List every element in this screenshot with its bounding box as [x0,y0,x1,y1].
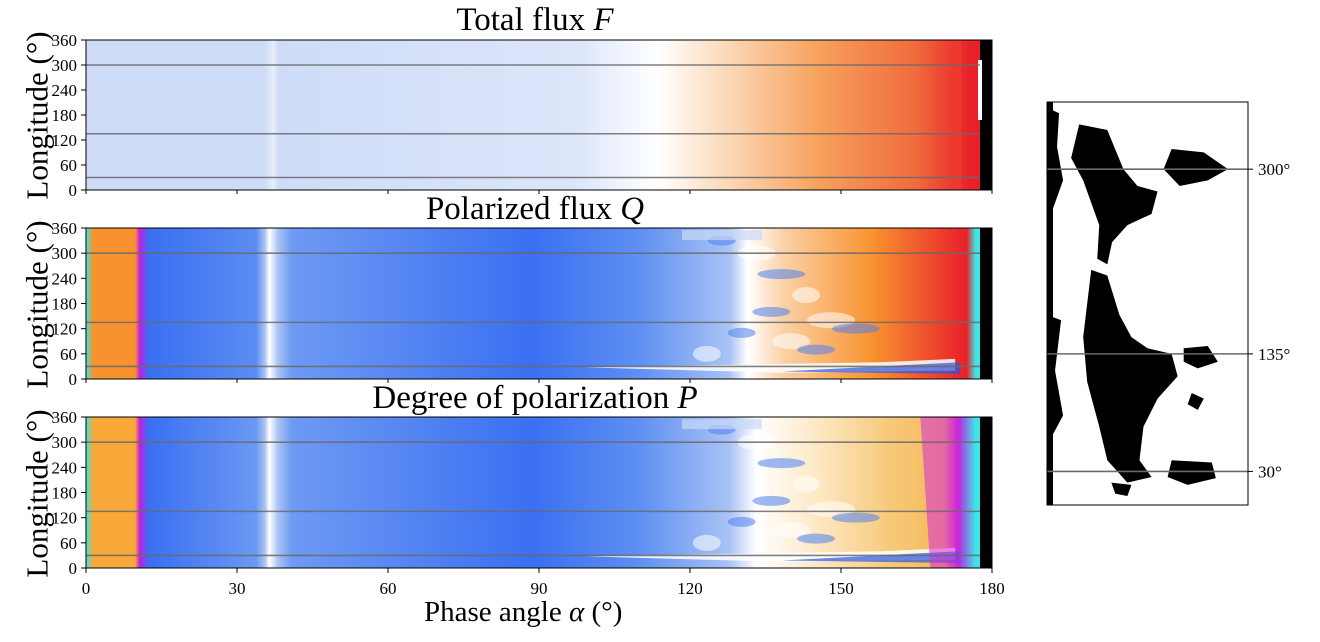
ytick-label-180: 180 [52,106,78,125]
red-edge [955,40,962,190]
ylabel-flux: Longitude (°) [19,31,55,200]
map-frame [1046,101,1249,506]
ytick-label-360: 360 [52,31,78,50]
landmass [1071,124,1158,248]
black-strip [980,228,992,379]
map-panel: 300° 135° 30° [1046,101,1290,506]
xtick-label-180: 180 [979,579,1005,598]
panel-flux: 0 60 120 180 240 300 360 [52,31,993,200]
ytick-label-120: 120 [52,131,78,150]
landmass [1167,460,1216,485]
mottle [727,516,756,527]
mottle [727,327,756,338]
ytick-label-120: 120 [52,509,78,528]
fleck [682,419,762,430]
panel-degree: 0 60 120 180 240 300 360 [52,408,993,578]
ytick-label-0: 0 [69,181,78,200]
title-polarized-text: Polarized flux [425,191,621,227]
panel-polarized: 0 60 120 180 240 300 360 [52,219,993,389]
mottle [831,512,880,523]
mottle [692,345,721,362]
heatmap-degree [86,417,980,568]
mottle [807,501,855,518]
ytick-label-180: 180 [52,484,78,503]
panel-title-flux: Total flux F [300,4,770,37]
title-degree-symbol: P [677,380,698,416]
mottle [757,458,806,469]
landmass [1111,482,1132,497]
landmass [1187,393,1204,410]
heatmap-flux [86,40,980,190]
map-left-stripe [1047,102,1053,505]
mottle [757,269,806,280]
ytick-label-0: 0 [69,370,78,389]
mottle [772,333,811,350]
ylabel-degree: Longitude (°) [19,409,55,578]
ytick-label-60: 60 [60,345,77,364]
title-polarized-symbol: Q [620,191,645,227]
ytick-label-300: 300 [52,56,78,75]
mottle [797,533,836,544]
ytick-label-300: 300 [52,433,78,452]
black-strip [980,417,992,568]
ytick-label-360: 360 [52,408,78,427]
ytick-label-0: 0 [69,559,78,578]
xtick-label-60: 60 [380,579,397,598]
title-flux-symbol: F [593,2,614,38]
ytick-label-60: 60 [60,534,77,553]
xlabel-phase-angle: Phase angle α (°) [424,596,623,628]
blue-streak [781,551,961,563]
ytick-label-240: 240 [52,269,78,288]
ytick-label-240: 240 [52,81,78,100]
map-label-135: 135° [1258,345,1290,364]
landmass [1083,269,1178,483]
mottle [772,522,811,539]
ytick-label-360: 360 [52,219,78,238]
black-strip [980,40,992,190]
ytick-label-60: 60 [60,156,77,175]
ytick-label-120: 120 [52,320,78,339]
xtick-label-150: 150 [828,579,854,598]
mottle [797,344,836,355]
mottle [792,476,821,493]
magenta-edge [920,417,961,568]
mottle [752,306,791,317]
ytick-label-180: 180 [52,295,78,314]
blue-streak [781,362,961,374]
mottle [807,312,855,329]
mottle [831,323,880,334]
ytick-label-300: 300 [52,244,78,263]
white-notch [978,60,982,120]
map-label-30: 30° [1258,462,1282,481]
ytick-label-240: 240 [52,458,78,477]
xtick-label-30: 30 [229,579,246,598]
landmass [1163,149,1228,186]
heatmap-polarized [86,228,980,379]
ylabel-polarized: Longitude (°) [19,220,55,389]
title-flux-text: Total flux [456,2,594,38]
landmass [1183,346,1218,369]
title-degree-text: Degree of polarization [372,380,678,416]
xtick-label-90: 90 [531,579,548,598]
mottle [792,287,821,304]
xtick-label-120: 120 [677,579,703,598]
map-label-300: 300° [1258,160,1290,179]
mottle [692,534,721,551]
panel-title-polarized: Polarized flux Q [300,193,770,226]
fleck [682,230,762,241]
mottle [752,495,791,506]
panel-title-degree: Degree of polarization P [300,382,770,415]
landmass [1097,225,1114,265]
xtick-label-0: 0 [82,579,91,598]
